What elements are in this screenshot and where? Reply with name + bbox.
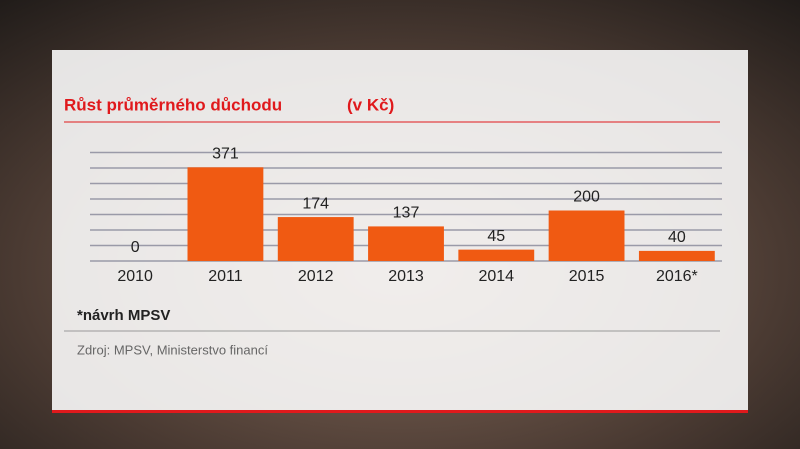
value-label: 45 [487,228,505,245]
value-label: 174 [302,195,329,212]
x-tick-label: 2016* [656,268,698,285]
x-tick-label: 2015 [569,268,605,285]
value-label: 371 [212,146,239,163]
source: Zdroj: MPSV, Ministerstvo financí [77,342,268,357]
x-tick-label: 2014 [478,268,514,285]
chart-title: Růst průměrného důchodu [64,95,282,114]
x-tick-label: 2010 [117,268,153,285]
x-tick-label: 2013 [388,268,424,285]
bar [277,217,354,261]
x-tick-label: 2012 [298,268,334,285]
bar [187,167,264,261]
plot: 2010 0 2011 371 2012 174 2013 137 2014 45 2015 200 2… [117,146,715,285]
chart-subtitle: (v Kč) [347,95,394,114]
value-label: 200 [573,189,600,206]
footnote: *návrh MPSV [77,307,170,324]
bar [458,249,535,261]
bar [638,250,715,261]
value-label: 137 [393,205,420,222]
panel-border [52,410,748,413]
value-label: 40 [668,229,686,246]
bar [548,210,625,261]
x-tick-label: 2011 [208,268,243,285]
bar [368,226,444,261]
value-label: 0 [131,239,140,256]
